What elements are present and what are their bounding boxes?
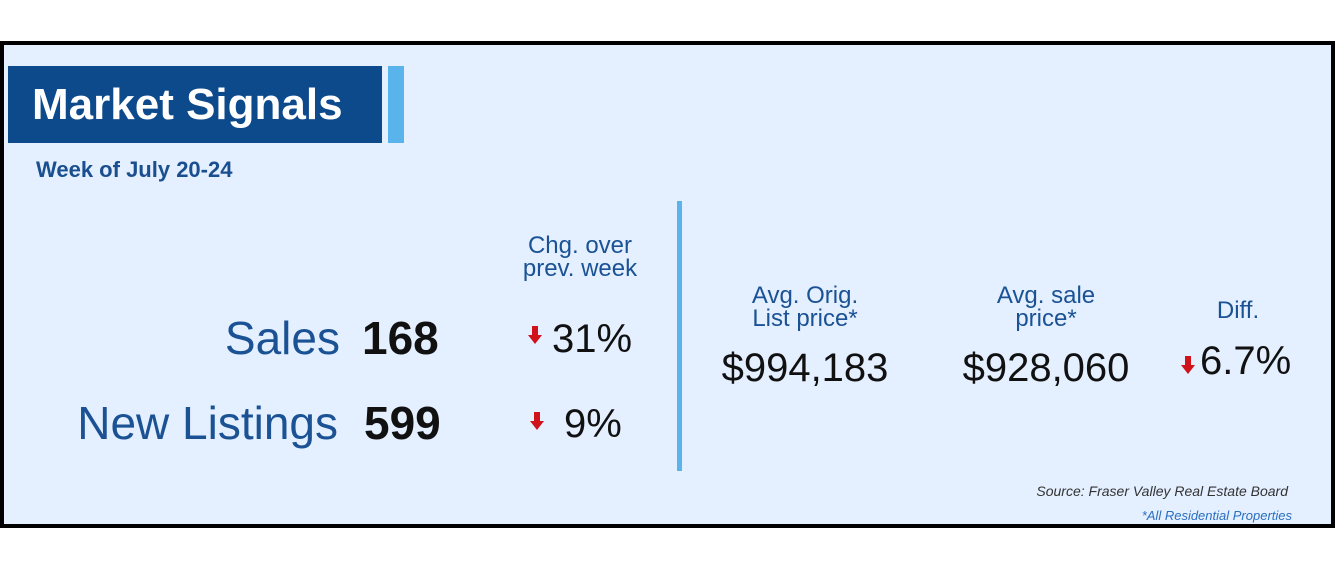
row-label: New Listings [77, 397, 338, 449]
divider [677, 201, 682, 471]
down-arrow [530, 412, 544, 430]
price-header: price* [1015, 305, 1077, 332]
row-change: 9% [564, 402, 622, 446]
diff-header: Diff. [1216, 297, 1260, 324]
change-header: Chg. over [527, 232, 633, 259]
note: *All Residential Properties [1141, 508, 1292, 523]
title-strip [388, 66, 404, 143]
title-box [8, 66, 382, 143]
source: Source: Fraser Valley Real Estate Board [1036, 483, 1288, 499]
row-change: 31% [552, 317, 633, 361]
subtitle: Week of July 20-24 [36, 157, 233, 182]
down-arrow [528, 326, 542, 344]
row-value: 168 [362, 312, 439, 364]
panel: Market Signals Week of July 20-24 Chg. o… [0, 41, 1335, 528]
change-header: prev. week [522, 255, 638, 282]
price-header: Avg. sale [996, 282, 1096, 309]
price-value: $928,060 [962, 346, 1130, 390]
title: Market Signals [32, 80, 343, 129]
row-value: 599 [364, 397, 441, 449]
down-arrow [1181, 356, 1195, 374]
price-value: $994,183 [721, 346, 889, 390]
price-header: List price* [752, 305, 858, 332]
row-label: Sales [224, 312, 340, 364]
diff-value: 6.7% [1200, 339, 1292, 383]
price-header: Avg. Orig. [751, 282, 859, 309]
